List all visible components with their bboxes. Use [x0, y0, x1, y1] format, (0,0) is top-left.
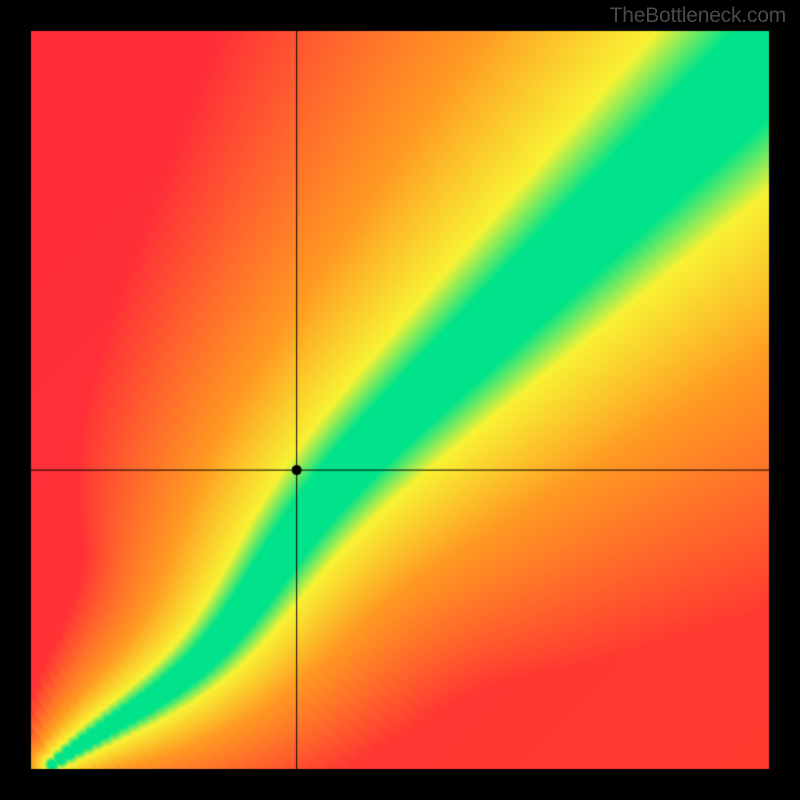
watermark-label: TheBottleneck.com	[610, 4, 786, 28]
bottleneck-heatmap-canvas	[0, 0, 800, 800]
